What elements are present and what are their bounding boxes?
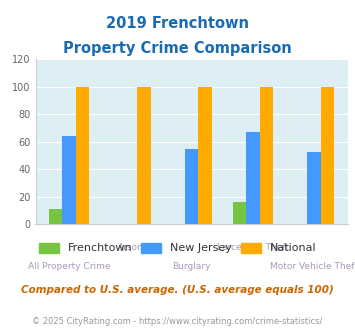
Legend: Frenchtown, New Jersey, National: Frenchtown, New Jersey, National <box>34 238 321 258</box>
Bar <box>185 149 198 224</box>
Bar <box>76 87 89 224</box>
Text: Arson: Arson <box>118 243 143 251</box>
Bar <box>137 87 151 224</box>
Bar <box>198 87 212 224</box>
Text: Motor Vehicle Theft: Motor Vehicle Theft <box>270 262 355 271</box>
Bar <box>62 136 76 224</box>
Text: Property Crime Comparison: Property Crime Comparison <box>63 41 292 56</box>
Text: All Property Crime: All Property Crime <box>28 262 110 271</box>
Bar <box>246 132 260 224</box>
Bar <box>49 209 62 224</box>
Text: © 2025 CityRating.com - https://www.cityrating.com/crime-statistics/: © 2025 CityRating.com - https://www.city… <box>32 317 323 326</box>
Bar <box>260 87 273 224</box>
Text: 2019 Frenchtown: 2019 Frenchtown <box>106 16 249 31</box>
Text: Larceny & Theft: Larceny & Theft <box>217 243 289 251</box>
Bar <box>321 87 334 224</box>
Bar <box>233 202 246 224</box>
Text: Burglary: Burglary <box>173 262 211 271</box>
Bar <box>307 151 321 224</box>
Text: Compared to U.S. average. (U.S. average equals 100): Compared to U.S. average. (U.S. average … <box>21 285 334 295</box>
